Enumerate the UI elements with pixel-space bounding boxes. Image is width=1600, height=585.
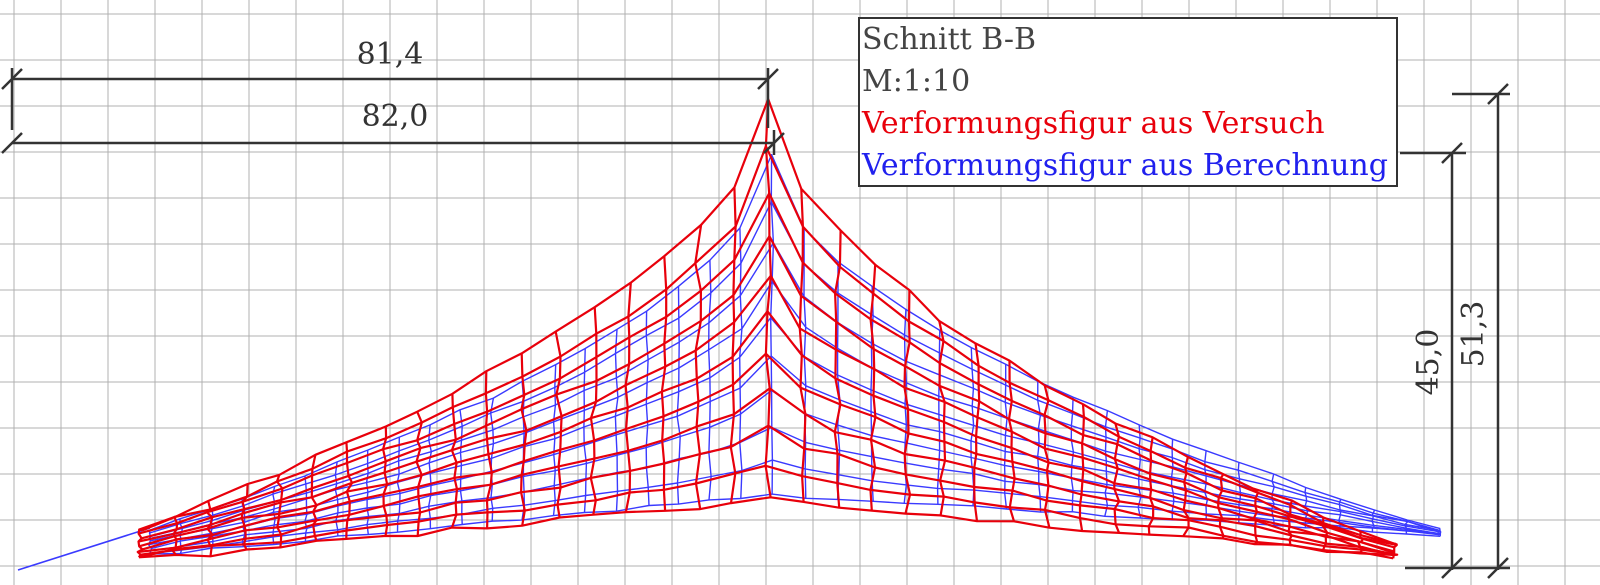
calculation-mesh-column <box>708 260 712 500</box>
calculation-mesh-column <box>428 424 432 529</box>
dim-label-span-top: 81,4 <box>357 37 424 72</box>
calculation-mesh-column <box>304 475 308 542</box>
calculation-mesh-column <box>583 348 588 513</box>
calculation-edge-line <box>17 527 151 571</box>
experiment-mesh-column <box>345 442 354 539</box>
experiment-mesh-column <box>1252 487 1260 546</box>
calculation-mesh-column <box>1404 519 1409 535</box>
experiment-mesh-column <box>1078 404 1085 532</box>
dim-tick <box>763 132 785 154</box>
experiment-mesh-column <box>624 282 632 513</box>
calculation-mesh <box>17 153 1442 571</box>
dimension-lines <box>1 68 1510 579</box>
experiment-mesh-column <box>729 187 737 504</box>
dim-tick <box>1 68 23 90</box>
calculation-mesh-column <box>936 330 941 505</box>
experiment-mesh-row <box>137 387 1393 557</box>
legend-calculation: Verformungsfigur aus Berechnung <box>862 148 1388 183</box>
experiment-mesh-column <box>1043 385 1051 528</box>
calculation-mesh-column <box>1204 450 1209 521</box>
calculation-mesh-column <box>1003 364 1008 510</box>
experiment-mesh-column <box>415 411 423 537</box>
experiment-mesh <box>136 98 1399 560</box>
calculation-mesh-column <box>459 409 463 525</box>
legend-scale: M:1:10 <box>862 64 971 99</box>
experiment-mesh-column <box>903 290 912 514</box>
experiment-mesh-column <box>660 256 668 511</box>
calculation-mesh-column <box>1438 528 1442 537</box>
legend: Schnitt B-B M:1:10 Verformungsfigur aus … <box>858 17 1398 187</box>
experiment-mesh-column <box>240 483 249 551</box>
experiment-mesh-column <box>554 331 563 518</box>
calculation-mesh-column <box>770 154 775 495</box>
experiment-mesh-column <box>382 426 389 537</box>
dim-label-span-bottom: 82,0 <box>362 99 429 134</box>
calculation-mesh-column <box>1371 509 1376 533</box>
dim-tick <box>757 68 779 90</box>
calculation-mesh-column <box>1070 397 1075 512</box>
dim-tick <box>1 132 23 154</box>
calculation-mesh-column <box>803 228 807 499</box>
experiment-mesh-column <box>1356 531 1365 555</box>
experiment-mesh-column <box>833 230 842 508</box>
calculation-mesh-column <box>334 461 339 536</box>
experiment-mesh-column <box>450 393 459 528</box>
experiment-mesh-column <box>205 500 214 557</box>
experiment-mesh-column <box>310 454 318 542</box>
calculation-mesh-column <box>1037 381 1042 513</box>
legend-experiment: Verformungsfigur aus Versuch <box>862 106 1325 141</box>
calculation-mesh-column <box>645 311 650 506</box>
experiment-mesh-column <box>1182 456 1190 537</box>
legend-title: Schnitt B-B <box>862 22 1037 57</box>
dim-tick <box>1487 557 1509 579</box>
calculation-mesh-column <box>1271 473 1275 526</box>
dim-label-height-outer: 51,3 <box>1456 301 1491 368</box>
calculation-mesh-row <box>150 317 1441 542</box>
experiment-mesh-column <box>938 320 947 516</box>
calculation-mesh-column <box>614 329 619 512</box>
calculation-mesh-column <box>490 397 495 522</box>
experiment-mesh-column <box>520 353 528 526</box>
dim-tick <box>1487 83 1509 105</box>
experiment-mesh-column <box>136 528 144 558</box>
experiment-mesh-column <box>798 188 807 502</box>
experiment-mesh-column <box>869 264 877 511</box>
calculation-mesh-column <box>836 261 841 500</box>
experiment-mesh-column <box>484 371 493 529</box>
experiment-mesh-column <box>1217 473 1225 539</box>
dim-tick <box>1441 557 1463 579</box>
dim-tick <box>1441 142 1463 164</box>
experiment-mesh-column <box>764 99 772 498</box>
experiment-mesh-column <box>1113 423 1121 534</box>
experiment-mesh-column <box>1391 542 1399 559</box>
calculation-mesh-column <box>1104 410 1109 517</box>
dim-label-height-inner: 45,0 <box>1411 329 1446 396</box>
experiment-mesh-column <box>1286 500 1294 547</box>
experiment-mesh-column <box>1007 360 1016 522</box>
experiment-mesh-column <box>694 224 703 510</box>
experiment-mesh-column <box>589 307 598 515</box>
experiment-mesh-column <box>1147 437 1155 535</box>
experiment-mesh-column <box>171 515 179 556</box>
experiment-mesh-column <box>973 343 981 522</box>
experiment-mesh-column <box>1321 517 1330 553</box>
calculation-mesh-column <box>739 227 743 499</box>
calculation-mesh-column <box>676 286 681 505</box>
experiment-mesh-column <box>275 474 284 548</box>
